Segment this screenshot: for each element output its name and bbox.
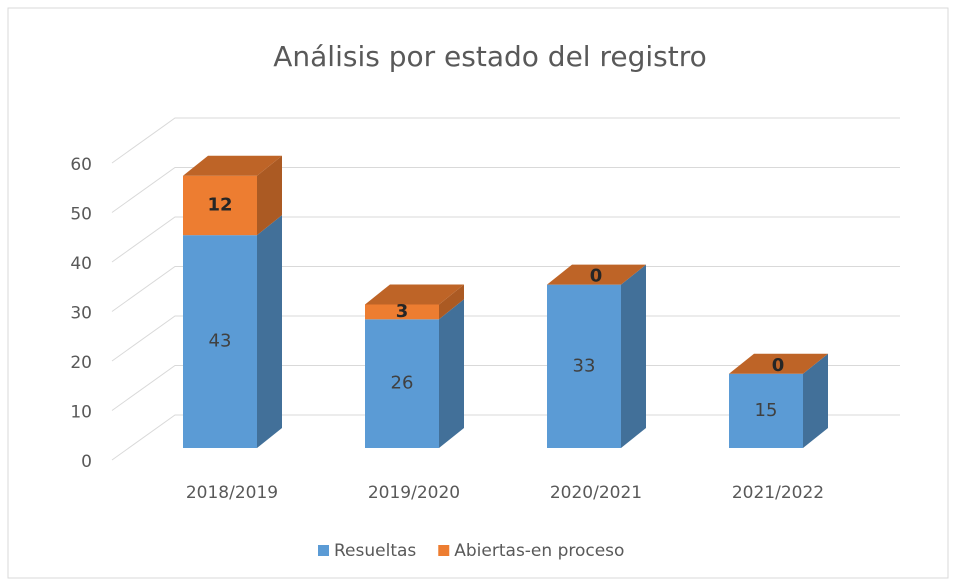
- legend-label: Resueltas: [334, 541, 416, 561]
- data-label: 43: [209, 331, 232, 352]
- y-tick-label: 20: [70, 353, 92, 373]
- legend-label: Abiertas-en proceso: [454, 541, 624, 561]
- grid-line: [111, 216, 900, 263]
- grid-line: [111, 266, 900, 312]
- bar: [183, 235, 257, 448]
- y-tick-label: 30: [70, 304, 92, 324]
- y-tick-label: 60: [70, 155, 92, 175]
- bar-top: [183, 155, 282, 176]
- bar-top: [547, 264, 646, 285]
- bar-side: [803, 353, 828, 448]
- bar-side: [257, 215, 282, 448]
- bar: [365, 319, 439, 448]
- bar: [365, 304, 439, 320]
- x-tick-label: 2019/2020: [368, 483, 460, 503]
- grid-line: [111, 117, 900, 164]
- data-label: 26: [391, 373, 414, 394]
- data-label: 0: [772, 355, 785, 376]
- bar-side: [439, 284, 464, 320]
- data-label: 15: [755, 400, 778, 421]
- bar-side: [439, 299, 464, 448]
- y-tick-label: 40: [70, 254, 92, 274]
- x-tick-label: 2018/2019: [186, 483, 278, 503]
- bar: [729, 373, 803, 448]
- data-label: 0: [590, 266, 603, 287]
- bar-top: [365, 284, 464, 305]
- y-tick-label: 10: [70, 403, 92, 423]
- bar-side: [257, 155, 282, 236]
- x-tick-label: 2020/2021: [550, 483, 642, 503]
- grid-line: [111, 365, 900, 411]
- bar-top: [729, 353, 828, 374]
- y-tick-label: 50: [70, 205, 92, 225]
- y-tick-label: 0: [81, 452, 92, 472]
- bar-side: [621, 264, 646, 448]
- bar: [183, 175, 257, 236]
- data-label: 3: [396, 301, 409, 322]
- data-label: 12: [207, 194, 232, 215]
- chart-border: [7, 7, 949, 579]
- bar: [547, 284, 621, 448]
- grid-line: [111, 315, 900, 362]
- chart-title: Análisis por estado del registro: [273, 40, 707, 73]
- grid-line: [111, 414, 900, 461]
- grid-line: [111, 167, 900, 213]
- legend-swatch: [318, 545, 329, 556]
- legend-swatch: [438, 545, 450, 556]
- data-label: 33: [573, 355, 596, 376]
- x-tick-label: 2021/2022: [732, 483, 824, 503]
